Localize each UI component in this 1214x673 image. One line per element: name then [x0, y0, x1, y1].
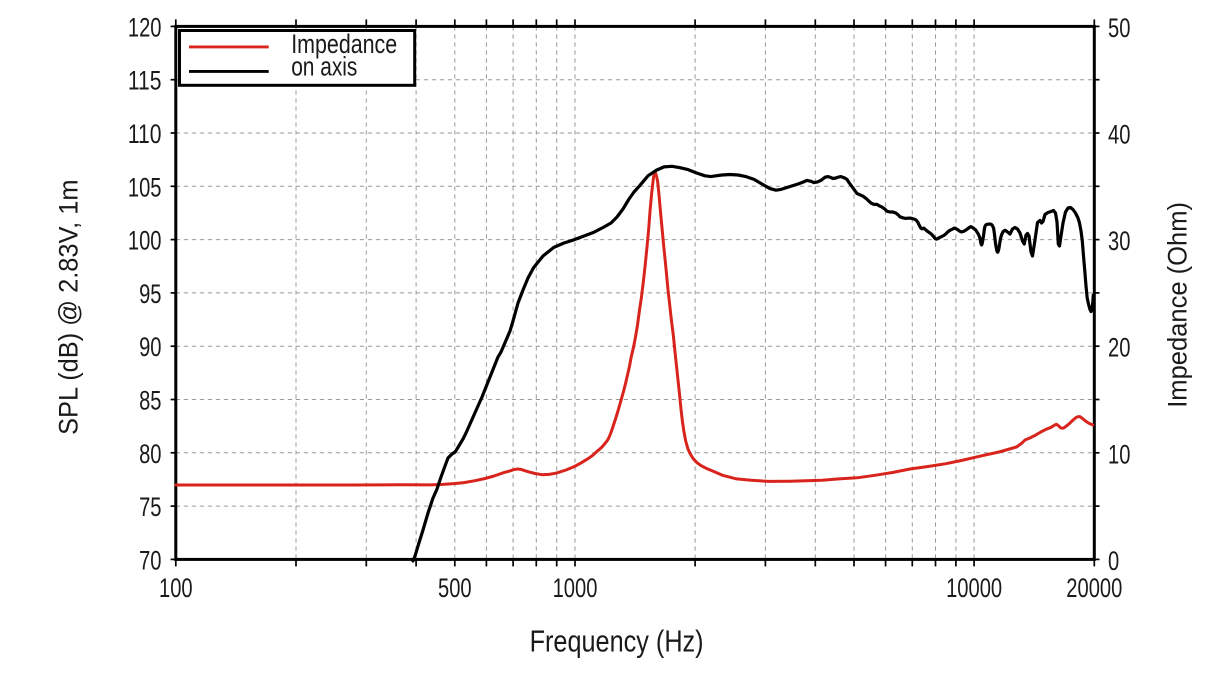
- svg-text:on axis: on axis: [291, 52, 357, 82]
- svg-text:95: 95: [139, 279, 161, 309]
- svg-text:SPL (dB) @ 2.83V, 1m: SPL (dB) @ 2.83V, 1m: [54, 180, 84, 435]
- svg-text:20000: 20000: [1066, 573, 1122, 603]
- svg-text:110: 110: [128, 119, 162, 149]
- svg-text:75: 75: [139, 492, 161, 522]
- svg-text:50: 50: [1108, 13, 1130, 43]
- svg-text:Impedance (Ohm): Impedance (Ohm): [1163, 202, 1193, 408]
- svg-text:40: 40: [1108, 120, 1130, 150]
- svg-text:70: 70: [139, 545, 161, 575]
- svg-text:80: 80: [139, 439, 161, 469]
- svg-text:120: 120: [128, 12, 162, 42]
- svg-text:90: 90: [139, 332, 161, 362]
- svg-text:500: 500: [438, 573, 472, 603]
- svg-text:30: 30: [1108, 226, 1130, 256]
- svg-text:100: 100: [128, 226, 162, 256]
- svg-text:1000: 1000: [553, 573, 598, 603]
- svg-text:115: 115: [128, 66, 162, 96]
- svg-text:85: 85: [139, 386, 161, 416]
- svg-text:Impedance: Impedance: [291, 29, 397, 59]
- svg-text:105: 105: [128, 172, 162, 202]
- svg-text:0: 0: [1108, 546, 1119, 576]
- svg-text:10: 10: [1108, 439, 1130, 469]
- svg-text:100: 100: [159, 573, 193, 603]
- svg-text:20: 20: [1108, 333, 1130, 363]
- svg-text:10000: 10000: [946, 573, 1002, 603]
- svg-text:Frequency (Hz): Frequency (Hz): [530, 624, 704, 659]
